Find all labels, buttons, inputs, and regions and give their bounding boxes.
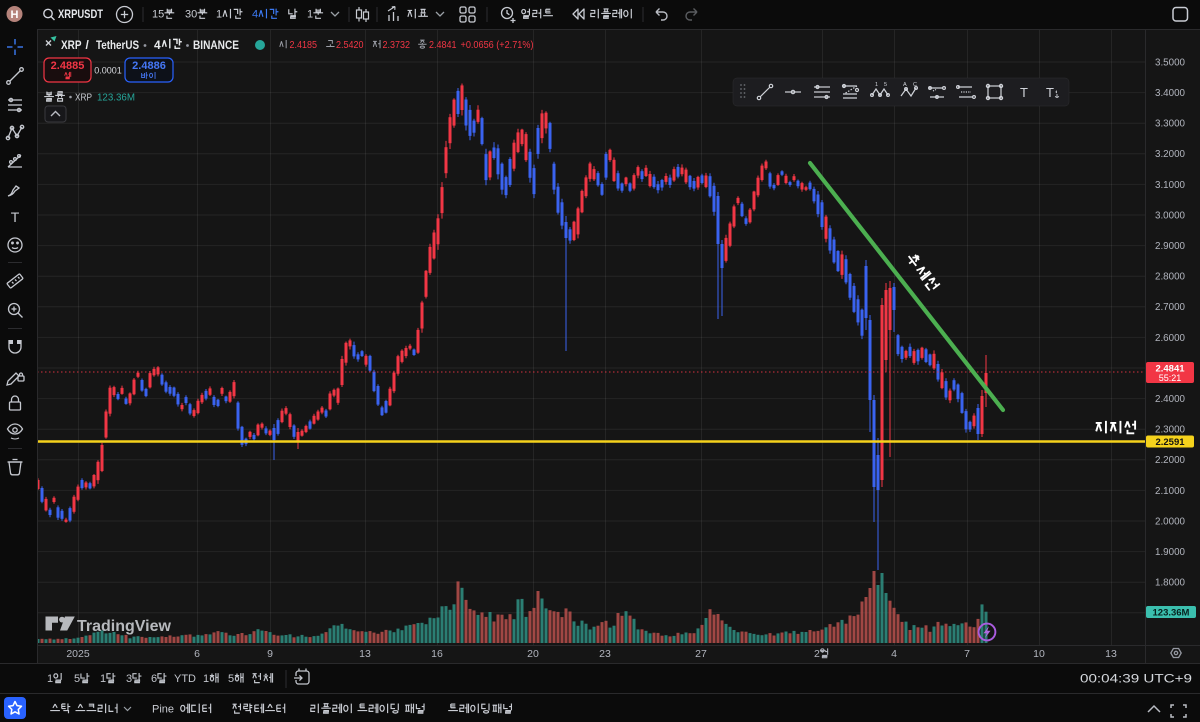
svg-text:2.3000: 2.3000	[1155, 425, 1186, 436]
svg-text:2.8000: 2.8000	[1155, 272, 1186, 283]
svg-text:T: T	[11, 209, 20, 225]
svg-text:13: 13	[1105, 648, 1117, 660]
svg-text:2.9000: 2.9000	[1155, 241, 1186, 252]
svg-text:1.9000: 1.9000	[1155, 547, 1186, 558]
svg-text:1: 1	[307, 9, 313, 21]
svg-text:2.4841: 2.4841	[429, 40, 457, 51]
svg-text:C: C	[913, 82, 917, 88]
svg-text:2.1000: 2.1000	[1155, 486, 1186, 497]
svg-text:A: A	[903, 82, 907, 88]
svg-text:XRP: XRP	[61, 38, 82, 52]
svg-text:3.0000: 3.0000	[1155, 210, 1186, 221]
svg-text:3: 3	[126, 673, 132, 685]
svg-text:T: T	[1046, 85, 1054, 100]
svg-text:2.0000: 2.0000	[1155, 516, 1186, 527]
svg-text:YTD: YTD	[174, 673, 196, 685]
svg-text:6: 6	[194, 648, 200, 660]
svg-text:3.5000: 3.5000	[1155, 57, 1186, 68]
svg-text:5: 5	[228, 673, 234, 685]
svg-text:6: 6	[151, 673, 157, 685]
svg-text:2.7000: 2.7000	[1155, 302, 1186, 313]
svg-text:123.36M: 123.36M	[97, 92, 135, 104]
svg-text:5: 5	[74, 673, 80, 685]
svg-text:13: 13	[359, 648, 371, 660]
svg-text:1: 1	[47, 673, 53, 685]
svg-text:2.4000: 2.4000	[1155, 394, 1186, 405]
svg-text:00:04:39 UTC+9: 00:04:39 UTC+9	[1080, 672, 1192, 686]
svg-text:TradingView: TradingView	[77, 618, 172, 635]
svg-text:2.4885: 2.4885	[51, 60, 85, 72]
svg-text:10: 10	[1033, 648, 1045, 660]
svg-text:1: 1	[216, 9, 222, 21]
svg-text:20: 20	[527, 648, 539, 660]
svg-text:27: 27	[695, 648, 707, 660]
svg-text:H: H	[11, 9, 19, 21]
svg-text:4: 4	[891, 648, 897, 660]
svg-text:2.2000: 2.2000	[1155, 455, 1186, 466]
svg-text:1: 1	[100, 673, 106, 685]
svg-text:2025: 2025	[66, 648, 90, 660]
svg-text:9: 9	[267, 648, 273, 660]
svg-text:23: 23	[599, 648, 611, 660]
svg-text:30: 30	[185, 9, 197, 21]
svg-text:1: 1	[875, 82, 878, 88]
svg-text:2.3732: 2.3732	[383, 40, 411, 51]
svg-text:2.4185: 2.4185	[290, 40, 318, 51]
svg-text:2.2591: 2.2591	[1155, 437, 1185, 448]
svg-text:TetherUS: TetherUS	[96, 38, 139, 52]
svg-text:/: /	[86, 38, 90, 52]
svg-text:2.4886: 2.4886	[132, 60, 166, 72]
svg-text:4: 4	[252, 9, 258, 21]
svg-text:+0.0656 (+2.71%): +0.0656 (+2.71%)	[461, 40, 534, 51]
svg-text:2: 2	[814, 648, 820, 660]
svg-text:4: 4	[154, 38, 161, 52]
svg-text:3.3000: 3.3000	[1155, 119, 1186, 130]
svg-text:Pine: Pine	[152, 704, 174, 716]
svg-text:2.4841: 2.4841	[1155, 364, 1185, 375]
svg-text:16: 16	[431, 648, 443, 660]
svg-text:1: 1	[203, 673, 209, 685]
svg-text:XRPUSDT: XRPUSDT	[58, 9, 103, 21]
svg-text:3.4000: 3.4000	[1155, 88, 1186, 99]
svg-text:0.0001: 0.0001	[94, 66, 122, 76]
svg-text:15: 15	[152, 9, 164, 21]
svg-text:1.8000: 1.8000	[1155, 578, 1186, 589]
svg-text:2.6000: 2.6000	[1155, 333, 1186, 344]
svg-text:5: 5	[884, 82, 887, 88]
svg-text:T: T	[1020, 85, 1028, 100]
svg-text:3.1000: 3.1000	[1155, 180, 1186, 191]
svg-text:7: 7	[964, 648, 970, 660]
svg-text:2.5420: 2.5420	[336, 40, 364, 51]
svg-text:XRP: XRP	[75, 93, 92, 104]
svg-text:BINANCE: BINANCE	[193, 38, 239, 52]
svg-text:3.2000: 3.2000	[1155, 149, 1186, 160]
svg-text:123.36M: 123.36M	[1153, 607, 1190, 618]
svg-text:55:21: 55:21	[1159, 373, 1182, 383]
